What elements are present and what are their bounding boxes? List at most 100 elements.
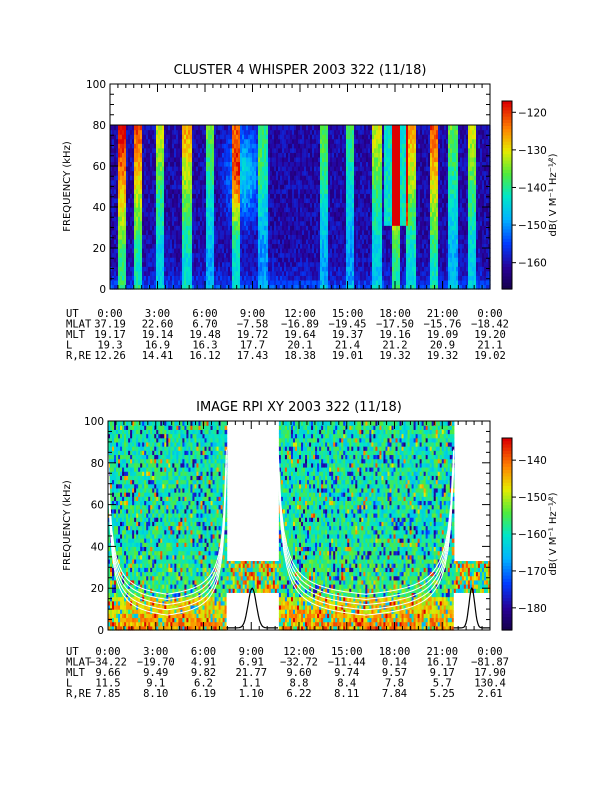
y-tick-label: 0 [99,284,106,296]
colorbar-cell [502,486,512,490]
spectrogram [110,125,491,290]
ephemeris-value: 0.14 [382,657,407,669]
colorbar-tick-label: −140 [518,455,547,467]
colorbar-cell [502,524,512,529]
colorbar-cell [502,521,512,525]
ephemeris-value: 9.60 [286,667,311,679]
ephemeris-value: 19.32 [379,350,411,362]
ephemeris-value: 18:00 [379,308,411,320]
y-tick-label: 100 [86,79,106,91]
ephemeris-value: 8.4 [337,678,356,690]
colorbar-cell [502,119,512,124]
colorbar-cell [502,188,512,193]
colorbar-cell [502,176,512,180]
ephemeris-value: 19.64 [284,329,316,341]
colorbar-cell [502,226,512,231]
y-tick-label: 80 [93,120,106,132]
overlay-curve [277,454,455,600]
colorbar-cell [502,550,512,554]
colorbar-cell [502,232,512,237]
colorbar-cell [502,223,512,227]
ephemeris-value: 0:00 [477,308,502,320]
ephemeris-value: 19.16 [379,329,411,341]
y-tick-label: 60 [93,161,106,173]
ephemeris-value: 6:00 [191,646,216,658]
ephemeris-value: −16.89 [281,319,319,331]
colorbar-cell [502,527,512,532]
colorbar-cell [502,492,512,497]
ephemeris-row-label: MLT [66,329,86,341]
overlay-curve [107,465,227,611]
colorbar-label: dB( V M⁻¹ Hz⁻¹⁄²) [548,153,559,236]
ephemeris-value: 21:00 [426,646,458,658]
ephemeris-value: 20.9 [430,340,455,352]
ephemeris-value: 18:00 [379,646,411,658]
ephemeris-row-label: MLAT [66,657,92,669]
overlay-curve [277,465,455,611]
overlay-curve [107,454,227,600]
ephemeris-row-label: R,RE [66,350,91,362]
overlay-curve [277,459,455,606]
colorbar-cell [502,254,512,259]
colorbar-cell [502,463,512,468]
ephemeris-value: 6.19 [191,688,216,700]
ephemeris-value: 12:00 [284,308,316,320]
colorbar-cell [502,457,512,461]
colorbar-cell [502,530,512,535]
colorbar-cell [502,620,512,625]
ephemeris-value: 19.3 [97,340,122,352]
colorbar-cell [502,191,512,196]
overlay-curve-gap [453,586,490,629]
y-axis-label: FREQUENCY (kHz) [62,141,73,232]
ephemeris-value: 15:00 [332,308,364,320]
colorbar-cell [502,113,512,118]
chart-title: IMAGE RPI XY 2003 322 (11/18) [196,400,402,415]
colorbar-cell [502,160,512,165]
colorbar-cell [502,148,512,152]
colorbar-cell [502,569,512,573]
colorbar-tick-label: −150 [518,220,547,232]
colorbar-cell [502,270,512,274]
colorbar-cell [502,460,512,465]
colorbar-cell [502,546,512,551]
colorbar-cell [502,502,512,506]
y-tick-label: 0 [97,625,104,637]
colorbar-cell [502,575,512,580]
colorbar-cell [502,185,512,190]
ephemeris-value: 11.5 [95,678,120,690]
ephemeris-row-label: R,RE [66,688,91,700]
ephemeris-value: 22.60 [142,319,174,331]
colorbar-cell [502,154,512,158]
ephemeris-value: 9:00 [240,308,265,320]
ephemeris-value: 9.74 [334,667,359,679]
colorbar-cell [502,518,512,522]
colorbar-cell [502,482,512,487]
ephemeris-value: 7.84 [382,688,407,700]
colorbar-cell [502,473,512,477]
ephemeris-value: 19.37 [332,329,364,341]
colorbar-cell [502,598,512,602]
colorbar-cell [502,245,512,249]
colorbar-cell [502,141,512,146]
colorbar-cell [502,198,512,202]
colorbar-cell [502,582,512,586]
ephemeris-table: UT 0:00 3:00 6:00 9:00 12:00 15:00 18:00 21:00 0:… [66,308,509,362]
colorbar-cell [502,195,512,199]
ephemeris-value: 9.49 [143,667,168,679]
chart-panel-1: 0 20 40 60 80 100 CLUSTER 4 WHISPER 2003 322 (… [62,63,559,362]
colorbar-tick-label: −140 [518,182,547,194]
ephemeris-value: 9.66 [95,667,120,679]
colorbar-cell [502,182,512,187]
ephemeris-value: 0:00 [477,646,502,658]
colorbar-cell [502,441,512,445]
colorbar-cell [502,163,512,168]
colorbar-cell [502,540,512,545]
ephemeris-value: −81.87 [471,657,509,669]
ephemeris-value: 18.38 [284,350,316,362]
colorbar-cell [502,553,512,557]
ephemeris-value: −7.58 [237,319,269,331]
colorbar-cell [502,101,512,105]
ephemeris-value: 37.19 [94,319,126,331]
colorbar-cell [502,562,512,567]
